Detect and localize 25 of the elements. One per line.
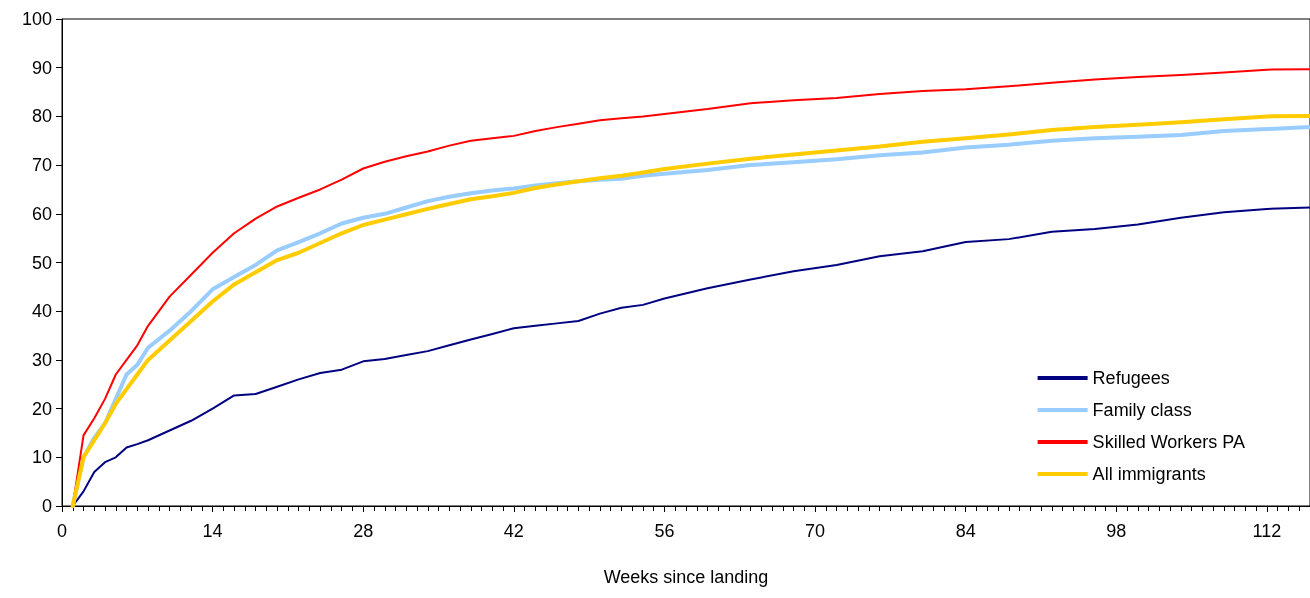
y-tick-label: 70 <box>31 155 52 176</box>
x-tick-label: 28 <box>353 521 374 541</box>
x-tick-label: 84 <box>955 521 976 541</box>
y-tick-label: 20 <box>31 398 52 419</box>
legend-label: Family class <box>1092 400 1192 420</box>
y-tick-label: 90 <box>31 57 52 78</box>
legend-label: All immigrants <box>1092 464 1206 484</box>
x-tick-label: 14 <box>202 521 223 541</box>
x-tick-label: 98 <box>1106 521 1127 541</box>
y-tick-label: 80 <box>31 106 52 127</box>
x-tick-label: 70 <box>805 521 826 541</box>
y-tick-label: 40 <box>31 301 52 322</box>
y-tick-label: 30 <box>31 349 52 370</box>
y-tick-label: 60 <box>31 203 52 224</box>
x-axis-title: Weeks since landing <box>603 567 769 587</box>
y-tick-label: 0 <box>41 496 52 516</box>
x-tick-label: 56 <box>654 521 675 541</box>
x-tick-label: 0 <box>56 521 68 541</box>
y-tick-label: 10 <box>31 447 52 468</box>
legend-label: Refugees <box>1092 368 1170 388</box>
x-tick-label: 42 <box>503 521 524 541</box>
x-tick-label: 112 <box>1252 521 1282 541</box>
y-tick-label: 50 <box>31 252 52 273</box>
legend-label: Skilled Workers PA <box>1092 432 1246 452</box>
y-tick-label: 100 <box>21 9 52 29</box>
